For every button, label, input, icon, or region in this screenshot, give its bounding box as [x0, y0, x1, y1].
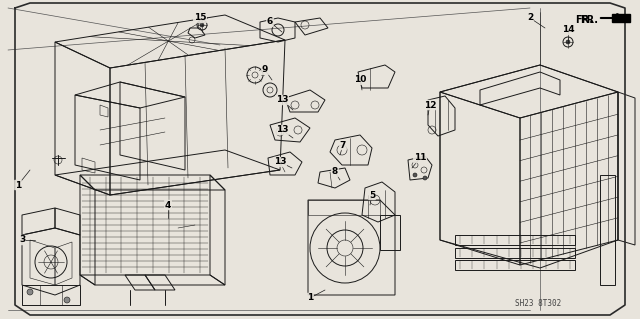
Text: 2: 2	[527, 13, 533, 23]
Text: 12: 12	[424, 100, 436, 109]
Text: FR.: FR.	[580, 15, 598, 25]
Text: 5: 5	[369, 190, 375, 199]
Circle shape	[423, 176, 427, 180]
Text: 15: 15	[194, 13, 206, 23]
Circle shape	[566, 40, 570, 44]
Text: 13: 13	[274, 158, 286, 167]
Text: FR.: FR.	[575, 15, 593, 25]
Text: 14: 14	[562, 26, 574, 34]
Text: 7: 7	[340, 140, 346, 150]
Text: 3: 3	[19, 235, 25, 244]
Text: 6: 6	[267, 18, 273, 26]
Text: 10: 10	[354, 76, 366, 85]
Polygon shape	[612, 14, 630, 22]
Text: 13: 13	[276, 95, 288, 105]
Circle shape	[27, 289, 33, 295]
Circle shape	[200, 23, 204, 27]
Text: 9: 9	[262, 65, 268, 75]
Text: 1: 1	[15, 181, 21, 189]
Circle shape	[64, 297, 70, 303]
Text: 13: 13	[276, 125, 288, 135]
Text: 8: 8	[332, 167, 338, 176]
Text: 4: 4	[165, 201, 171, 210]
Text: 1: 1	[307, 293, 313, 302]
Circle shape	[413, 173, 417, 177]
Text: 11: 11	[413, 153, 426, 162]
Text: SH23 8T302: SH23 8T302	[515, 300, 561, 308]
